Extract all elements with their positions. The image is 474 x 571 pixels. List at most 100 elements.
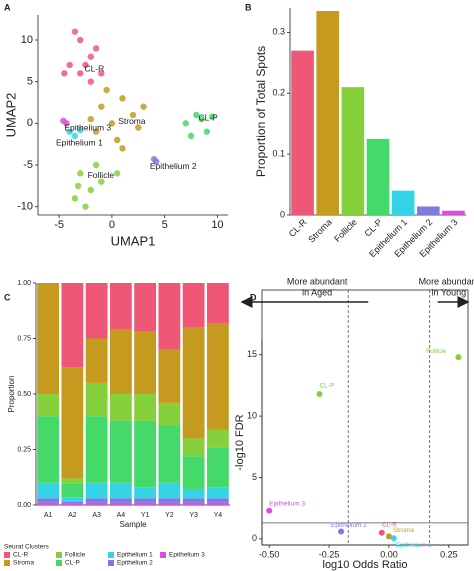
point bbox=[98, 178, 105, 185]
point bbox=[87, 53, 94, 60]
point bbox=[92, 161, 100, 169]
legend-swatch bbox=[4, 560, 10, 566]
bar-segment bbox=[85, 338, 108, 383]
bar-segment bbox=[182, 456, 205, 490]
annotation: More abundant bbox=[287, 276, 348, 286]
bar-segment bbox=[61, 497, 84, 502]
point bbox=[108, 120, 116, 127]
bar-segment bbox=[109, 329, 132, 394]
point bbox=[77, 126, 84, 134]
legend-label: CL-R bbox=[13, 552, 28, 559]
bar-segment bbox=[85, 283, 108, 339]
bar-segment bbox=[134, 487, 157, 499]
x-tick-label: A3 bbox=[92, 512, 101, 519]
x-tick-label: CL-P bbox=[363, 217, 385, 239]
point bbox=[98, 70, 105, 77]
point bbox=[82, 61, 89, 69]
bar-segment bbox=[206, 429, 229, 448]
point bbox=[87, 186, 94, 194]
point bbox=[103, 86, 110, 94]
x-tick-label: -0.50 bbox=[259, 549, 280, 559]
point bbox=[87, 115, 94, 123]
legend-swatch bbox=[4, 552, 10, 558]
y-axis-label: Proportion of Total Spots bbox=[254, 46, 268, 177]
legend-swatch bbox=[160, 552, 166, 558]
bar-segment bbox=[206, 283, 229, 323]
point bbox=[71, 132, 79, 140]
point bbox=[140, 103, 147, 110]
y-tick-label: 0.1 bbox=[272, 148, 285, 158]
bar-segment bbox=[158, 283, 181, 350]
y-tick-label: 0.50 bbox=[17, 391, 31, 398]
point bbox=[66, 61, 73, 69]
x-tick-label: 0.25 bbox=[440, 549, 458, 559]
x-tick-label: CL-R bbox=[287, 217, 309, 239]
bar-segment bbox=[37, 482, 60, 499]
cluster-label: Follicle bbox=[88, 170, 115, 180]
bar-segment bbox=[85, 502, 108, 505]
x-tick-label: -0.25 bbox=[319, 549, 340, 559]
x-tick-label: Y3 bbox=[189, 512, 198, 519]
bar-segment bbox=[109, 482, 132, 499]
point bbox=[92, 45, 100, 52]
bar-segment bbox=[182, 489, 205, 499]
x-tick-label: 5 bbox=[162, 219, 168, 231]
point bbox=[385, 533, 392, 540]
bar-segment bbox=[85, 482, 108, 499]
y-axis-label: Proportion bbox=[7, 376, 16, 413]
y-tick-label: 0 bbox=[280, 209, 285, 219]
point bbox=[119, 145, 126, 152]
bar bbox=[341, 87, 365, 215]
bar-segment bbox=[85, 498, 108, 503]
bar-segment bbox=[61, 483, 84, 498]
bar-segment bbox=[158, 402, 181, 426]
point bbox=[119, 95, 126, 102]
legend-label: Epithelium 1 bbox=[117, 552, 153, 559]
bar bbox=[442, 210, 465, 215]
cluster-label: Epithelium 2 bbox=[150, 161, 197, 171]
point bbox=[82, 203, 89, 210]
point bbox=[98, 103, 105, 110]
bar bbox=[391, 190, 415, 215]
bar-segment bbox=[182, 498, 205, 503]
x-axis-label: log10 Odds Ratio bbox=[323, 559, 408, 571]
point bbox=[203, 128, 211, 135]
y-tick-label: 5 bbox=[27, 76, 33, 88]
point bbox=[455, 354, 462, 361]
panel-label: C bbox=[4, 292, 11, 302]
bar-segment bbox=[61, 503, 84, 505]
bar-segment bbox=[134, 420, 157, 488]
legend-label: Epithelium 3 bbox=[169, 552, 205, 559]
bar-segment bbox=[206, 447, 229, 488]
bar-segment bbox=[158, 498, 181, 503]
bar-segment bbox=[109, 394, 132, 421]
bar-segment bbox=[85, 382, 108, 417]
cluster-label: CL-P bbox=[198, 113, 218, 123]
x-tick-label: Follicle bbox=[332, 217, 359, 244]
point bbox=[92, 128, 100, 135]
bar-segment bbox=[61, 501, 84, 504]
point bbox=[63, 120, 70, 127]
x-tick-label: -5 bbox=[54, 219, 64, 231]
bar-segment bbox=[134, 498, 157, 503]
bar-segment bbox=[158, 502, 181, 505]
bar-segment bbox=[61, 478, 84, 484]
bar-segment bbox=[37, 283, 60, 394]
bar-segment bbox=[134, 283, 157, 332]
point bbox=[378, 529, 385, 536]
bar-segment bbox=[109, 502, 132, 505]
bar-segment bbox=[37, 498, 60, 503]
bar-segment bbox=[109, 498, 132, 503]
annotation: in Aged bbox=[302, 287, 332, 297]
point bbox=[61, 70, 68, 77]
bar-segment bbox=[182, 502, 205, 505]
point bbox=[135, 124, 142, 131]
point bbox=[187, 132, 195, 140]
point-label: Follicle bbox=[426, 348, 447, 355]
annotation: in Young bbox=[432, 287, 467, 297]
bar-segment bbox=[158, 425, 181, 483]
bar-segment bbox=[134, 502, 157, 505]
legend-swatch bbox=[108, 552, 114, 558]
y-tick-label: 15 bbox=[247, 349, 257, 359]
bar-segment bbox=[37, 416, 60, 483]
